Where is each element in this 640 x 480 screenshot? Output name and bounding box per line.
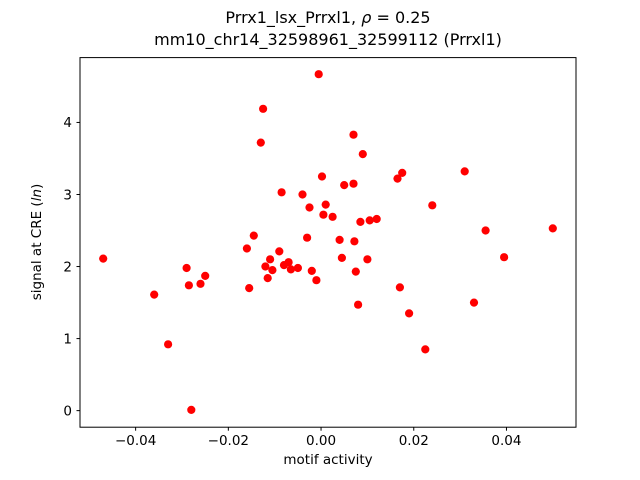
data-point (351, 267, 360, 276)
data-point (393, 174, 402, 183)
title-prefix: Prrx1_lsx_Prrxl1, (225, 8, 362, 27)
data-point (268, 266, 277, 275)
data-point (500, 253, 509, 262)
chart-title: Prrx1_lsx_Prrxl1, ρ = 0.25 mm10_chr14_32… (80, 7, 576, 51)
data-point (421, 345, 430, 354)
y-tick-label: 3 (63, 187, 72, 203)
data-point (328, 212, 337, 221)
data-point (314, 70, 323, 79)
data-point (398, 168, 407, 177)
data-point (293, 263, 302, 273)
data-point (303, 233, 312, 242)
title-rho-symbol: ρ (361, 8, 372, 27)
x-tick-label: 0.02 (399, 433, 429, 449)
data-point (469, 298, 479, 307)
y-axis-label: signal at CRE (ln) (29, 184, 45, 301)
y-tick-label: 1 (63, 331, 72, 347)
data-point (548, 224, 557, 233)
data-point (277, 188, 286, 197)
data-point (460, 167, 469, 176)
data-point (358, 150, 367, 159)
y-tick-label: 2 (63, 259, 72, 275)
y-axis-label-italic: ln (29, 188, 45, 202)
data-point (184, 281, 193, 290)
data-point (319, 210, 328, 219)
data-point (286, 265, 295, 274)
data-point (187, 405, 196, 414)
data-point (99, 254, 108, 263)
data-point (307, 266, 316, 275)
y-axis-label-prefix: signal at CRE ( (29, 201, 45, 301)
x-tick-label: −0.04 (115, 433, 156, 449)
data-point (317, 172, 327, 181)
data-point (284, 258, 293, 267)
chart-title-line1: Prrx1_lsx_Prrxl1, ρ = 0.25 (80, 7, 576, 29)
data-point (245, 284, 254, 293)
data-point (259, 104, 268, 113)
data-point (365, 216, 374, 225)
data-point (312, 276, 321, 285)
data-point (356, 217, 365, 226)
title-suffix: = 0.25 (371, 8, 431, 27)
chart-subtitle: mm10_chr14_32598961_32599112 (Prrxl1) (154, 30, 502, 49)
data-point (349, 130, 358, 139)
data-point (363, 255, 372, 264)
data-point (249, 231, 258, 240)
data-point (242, 244, 251, 253)
data-point (196, 279, 205, 288)
data-point (261, 262, 270, 271)
data-point (335, 235, 344, 244)
x-tick-label: 0.04 (491, 433, 521, 449)
x-tick-label: −0.02 (208, 433, 249, 449)
data-point (164, 340, 173, 349)
data-point (395, 283, 404, 292)
data-point (340, 181, 349, 190)
data-point (256, 138, 265, 147)
data-point (201, 271, 210, 280)
data-point (266, 255, 275, 264)
data-point (263, 274, 272, 283)
x-tick-label: 0.00 (306, 433, 336, 449)
plot-frame (79, 57, 577, 428)
data-point (275, 247, 284, 256)
data-point (182, 263, 191, 273)
data-point (481, 226, 490, 235)
data-point (337, 253, 346, 262)
data-point (305, 203, 314, 212)
data-point (428, 201, 437, 210)
data-point (298, 190, 307, 199)
data-point (350, 237, 359, 246)
data-point (349, 179, 358, 188)
data-point (150, 290, 159, 299)
y-axis-label-suffix: ) (29, 183, 45, 189)
y-tick-label: 0 (63, 403, 72, 419)
data-point (372, 214, 381, 224)
y-tick-label: 4 (63, 115, 72, 131)
data-point (405, 309, 414, 318)
x-axis-label: motif activity (283, 452, 373, 468)
data-point (354, 300, 363, 309)
data-point (321, 200, 330, 209)
